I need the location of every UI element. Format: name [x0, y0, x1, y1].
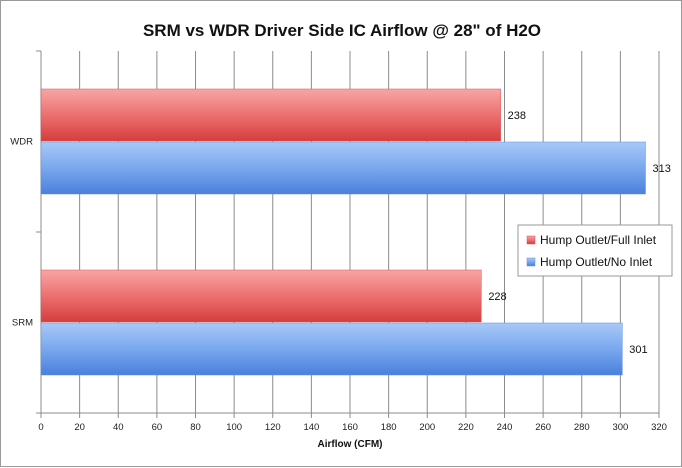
data-label: 238	[508, 110, 526, 122]
x-tick-label: 320	[651, 422, 667, 433]
data-labels: 238 313 228 301	[488, 110, 671, 356]
y-category-labels: WDR SRM	[10, 137, 33, 329]
chart-title: SRM vs WDR Driver Side IC Airflow @ 28" …	[143, 21, 541, 40]
x-tick-label: 80	[190, 422, 201, 433]
bar-hump-outlet-full-inlet	[40, 88, 501, 142]
data-label: 228	[488, 291, 506, 303]
x-tick-label: 240	[497, 422, 513, 433]
x-tick-label: 180	[381, 422, 397, 433]
legend-box	[517, 224, 673, 277]
legend-entry: Hump Outlet/Full Inlet	[540, 233, 657, 247]
bar-hump-outlet-full-inlet	[40, 269, 482, 323]
x-tick-label: 140	[303, 422, 319, 433]
x-tick-label: 300	[612, 422, 628, 433]
bar-hump-outlet-no-inlet	[40, 141, 646, 195]
x-tick-label: 60	[152, 422, 163, 433]
bars	[40, 88, 646, 376]
x-tick-label: 100	[226, 422, 242, 433]
legend-entry: Hump Outlet/No Inlet	[540, 255, 653, 269]
legend: Hump Outlet/Full Inlet Hump Outlet/No Inl…	[517, 224, 673, 277]
x-tick-label: 160	[342, 422, 358, 433]
data-label: 301	[629, 344, 647, 356]
x-tick-label: 220	[458, 422, 474, 433]
x-tick-label: 260	[535, 422, 551, 433]
category-label: WDR	[10, 137, 33, 148]
x-tick-label: 120	[265, 422, 281, 433]
bar-hump-outlet-no-inlet	[40, 322, 623, 376]
data-label: 313	[652, 163, 670, 175]
x-tick-label: 0	[38, 422, 43, 433]
x-tick-label: 20	[74, 422, 85, 433]
legend-swatch	[526, 235, 536, 245]
x-tick-label: 280	[574, 422, 590, 433]
x-tick-labels: 0 20 40 60 80 100 120 140 160 180 200 220 240 260 280 3…	[38, 422, 667, 433]
legend-swatch	[526, 257, 536, 267]
category-label: SRM	[12, 318, 33, 329]
x-tick-label: 200	[419, 422, 435, 433]
x-tick-label: 40	[113, 422, 124, 433]
x-axis-title: Airflow (CFM)	[318, 439, 383, 450]
